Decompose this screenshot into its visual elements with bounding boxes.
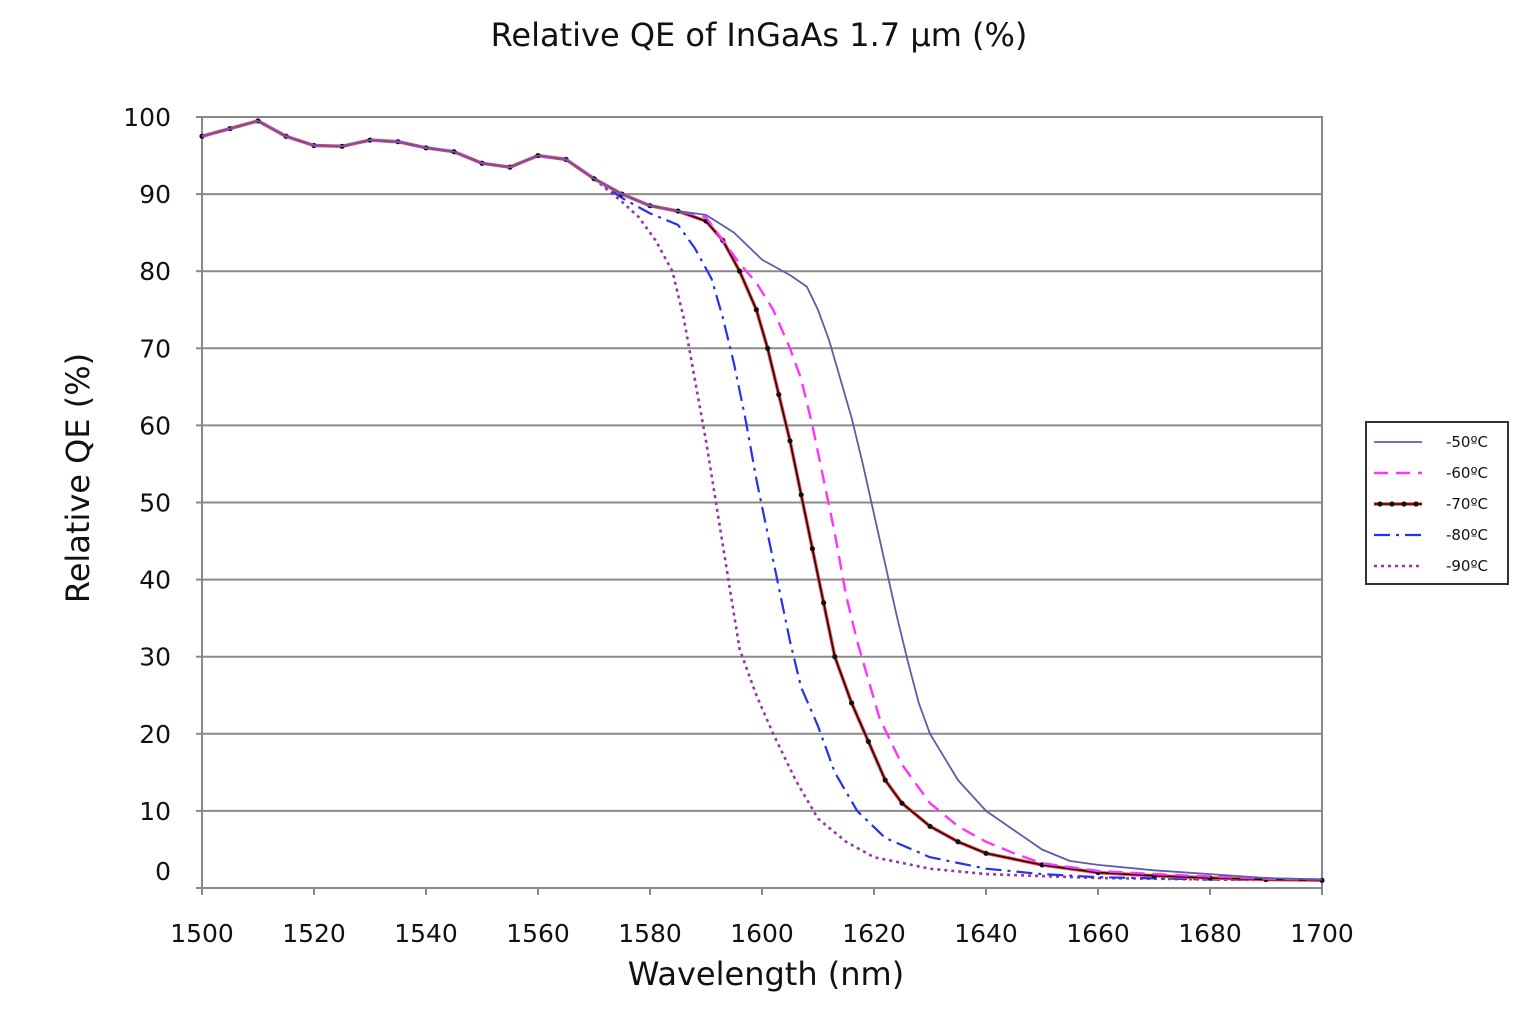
series-marker bbox=[849, 700, 855, 706]
x-tick-label: 1560 bbox=[506, 919, 570, 948]
y-tick-label: 10 bbox=[139, 797, 171, 826]
legend-marker bbox=[1401, 501, 1407, 507]
y-tick-label: 50 bbox=[139, 489, 171, 518]
x-tick-label: 1680 bbox=[1178, 919, 1242, 948]
series-marker bbox=[776, 391, 782, 398]
legend-marker bbox=[1389, 501, 1395, 507]
y-tick-label: 80 bbox=[139, 257, 171, 286]
series-marker bbox=[737, 268, 743, 274]
y-tick-label: 30 bbox=[139, 643, 171, 672]
x-tick-label: 1500 bbox=[170, 919, 234, 948]
legend: -50ºC -60ºC -70ºC -80ºC -90ºC bbox=[1365, 421, 1509, 585]
series-marker bbox=[832, 654, 838, 660]
series-marker bbox=[983, 850, 989, 856]
series-group bbox=[199, 118, 1325, 883]
series-marker bbox=[809, 546, 816, 552]
x-tick-label: 1540 bbox=[394, 919, 458, 948]
y-axis: 0 10 20 30 40 50 60 70 80 90 100 bbox=[123, 103, 202, 889]
legend-label: -70ºC bbox=[1446, 495, 1488, 513]
y-tick-label: 40 bbox=[139, 566, 171, 595]
y-tick-label: 20 bbox=[139, 720, 171, 749]
y-tick-label: 70 bbox=[139, 334, 171, 363]
x-tick-label: 1640 bbox=[954, 919, 1018, 948]
x-tick-label: 1600 bbox=[730, 919, 794, 948]
legend-label: -50ºC bbox=[1446, 433, 1488, 451]
legend-marker bbox=[1413, 501, 1419, 507]
x-tick-label: 1660 bbox=[1066, 919, 1130, 948]
series-line bbox=[201, 119, 1323, 882]
plot-area bbox=[201, 116, 1323, 889]
y-tick-label: 90 bbox=[139, 180, 171, 209]
x-tick-label: 1520 bbox=[282, 919, 346, 948]
y-tick-label: 100 bbox=[123, 103, 171, 132]
x-axis: 1500 1520 1540 1560 1580 1600 1620 1640 1660 1680… bbox=[170, 888, 1354, 948]
series-marker bbox=[821, 600, 827, 606]
y-tick-label: 0 bbox=[155, 857, 171, 886]
x-axis-label: Wavelength (nm) bbox=[628, 955, 904, 993]
series-marker bbox=[899, 800, 905, 806]
y-axis-label: Relative QE (%) bbox=[59, 353, 97, 603]
y-tick-label: 60 bbox=[139, 411, 171, 440]
legend-label: -60ºC bbox=[1446, 464, 1488, 482]
x-tick-label: 1620 bbox=[842, 919, 906, 948]
x-tick-label: 1580 bbox=[618, 919, 682, 948]
x-tick-label: 1700 bbox=[1290, 919, 1354, 948]
series-marker bbox=[765, 345, 771, 351]
series-marker bbox=[955, 839, 961, 845]
legend-marker bbox=[1377, 501, 1383, 507]
legend-label: -80ºC bbox=[1446, 526, 1488, 544]
legend-label: -90ºC bbox=[1446, 557, 1488, 575]
series-marker bbox=[753, 307, 760, 313]
series-marker bbox=[927, 823, 933, 829]
series-line bbox=[201, 120, 1323, 881]
series-marker bbox=[798, 492, 804, 498]
series-marker bbox=[787, 438, 793, 444]
series-marker bbox=[865, 738, 872, 745]
series-marker bbox=[882, 777, 888, 783]
chart-title: Relative QE of InGaAs 1.7 µm (%) bbox=[491, 16, 1028, 54]
